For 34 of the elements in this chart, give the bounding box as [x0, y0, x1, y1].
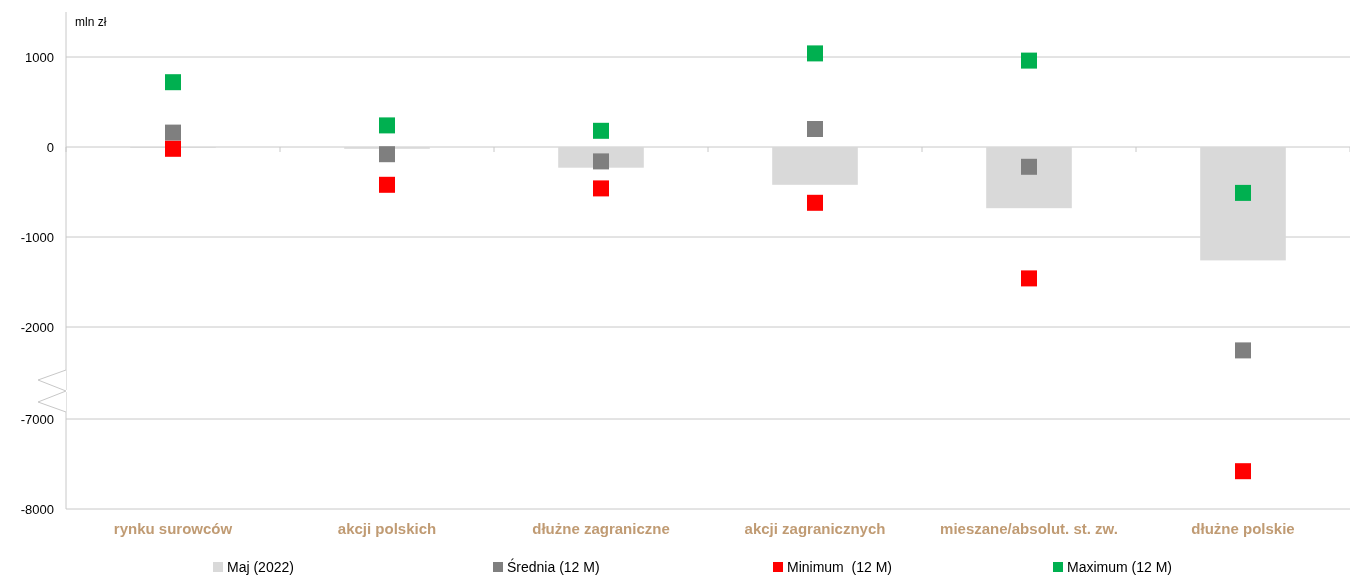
x-tick-label: dłużne polskie: [1191, 520, 1295, 538]
y-tick-label: -7000: [20, 411, 54, 427]
point: [379, 146, 395, 163]
x-tick-label: mieszane/absolut. st. zw.: [940, 520, 1118, 538]
y-tick-label: -1000: [20, 229, 54, 245]
point: [807, 45, 823, 62]
point: [593, 180, 609, 197]
point: [379, 117, 395, 134]
y-axis-title: mln zł: [75, 15, 107, 29]
x-tick-label: dłużne zagraniczne: [532, 520, 670, 538]
point: [165, 140, 181, 157]
point: [165, 124, 181, 141]
point: [1235, 342, 1251, 359]
y-tick-label: 0: [46, 139, 54, 155]
x-tick-label: rynku surowców: [113, 520, 233, 538]
point: [593, 122, 609, 139]
point: [1021, 158, 1037, 175]
point: [807, 194, 823, 211]
x-tick-label: akcji polskich: [337, 520, 437, 538]
point: [1021, 270, 1037, 287]
point: [593, 153, 609, 170]
point: [1235, 184, 1251, 201]
point: [807, 121, 823, 137]
legend-label: Minimum (12 M): [787, 558, 893, 575]
point: [165, 74, 181, 91]
legend-label: Maximum (12 M): [1067, 558, 1173, 575]
point: [379, 176, 395, 193]
y-tick-label: -8000: [20, 501, 54, 517]
y-tick-label: -2000: [20, 319, 54, 335]
legend-label: Maj (2022): [227, 558, 294, 575]
point: [1021, 52, 1037, 69]
legend-label: Średnia (12 M): [507, 557, 600, 575]
x-tick-label: akcji zagranicznych: [744, 520, 886, 538]
y-tick-label: 1000: [25, 49, 54, 65]
